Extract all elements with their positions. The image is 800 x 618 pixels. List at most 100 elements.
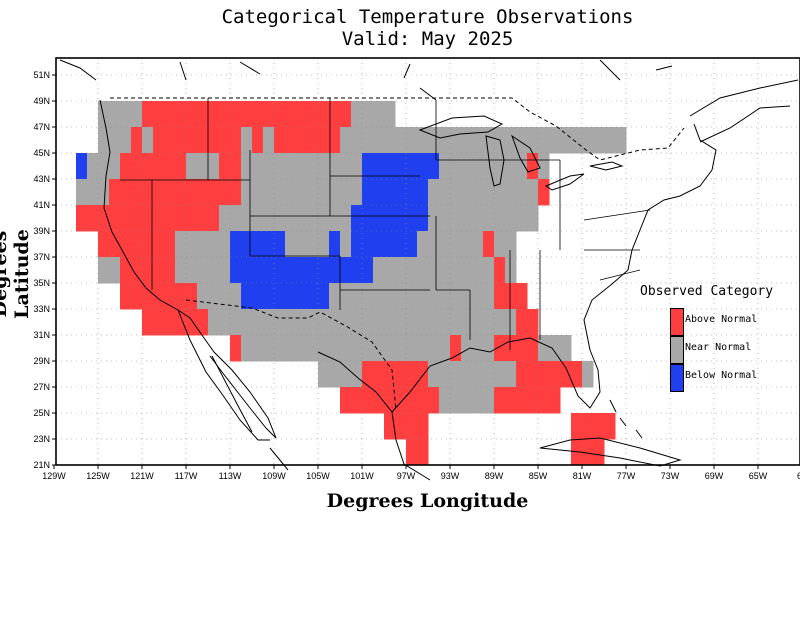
category-cell (351, 257, 363, 284)
category-cell (395, 309, 407, 336)
category-cell (538, 127, 550, 154)
category-cell (241, 309, 253, 336)
category-cell (351, 205, 363, 232)
category-cell (274, 101, 286, 128)
category-cell (131, 205, 143, 232)
category-cell (296, 335, 308, 362)
category-cell (362, 387, 374, 414)
category-cell (230, 205, 242, 232)
category-cell (219, 101, 231, 128)
y-tick-label: 39N (33, 226, 50, 236)
category-cell (175, 231, 187, 258)
category-cell (395, 361, 407, 388)
category-cell (153, 231, 165, 258)
chart-title: Categorical Temperature Observations (221, 6, 634, 28)
baja-outline (177, 309, 270, 441)
category-cell (417, 413, 429, 440)
category-cell (373, 231, 385, 258)
category-cell (439, 231, 451, 258)
category-cell (120, 101, 132, 128)
category-cell (527, 309, 539, 336)
category-cell (516, 361, 528, 388)
category-cell (98, 101, 110, 128)
category-cell (186, 231, 198, 258)
category-cell (208, 257, 220, 284)
y-tick-label: 43N (33, 174, 50, 184)
category-cell (263, 179, 275, 206)
category-cell (252, 127, 264, 154)
category-cell (208, 231, 220, 258)
category-cell (296, 153, 308, 180)
lake-huron (511, 134, 541, 173)
y-tick-label: 35N (33, 278, 50, 288)
y-tick-label: 21N (33, 460, 50, 470)
category-cell (98, 127, 110, 154)
category-cell (373, 127, 385, 154)
category-cell (472, 205, 484, 232)
category-cell (274, 231, 286, 258)
category-cell (340, 205, 352, 232)
category-cell (120, 283, 132, 310)
category-cell (384, 309, 396, 336)
category-cell (549, 335, 561, 362)
category-cell (219, 283, 231, 310)
category-cell (296, 257, 308, 284)
pacific-coastline (99, 99, 277, 439)
category-cell (285, 205, 297, 232)
category-cell (483, 205, 495, 232)
category-cell (384, 153, 396, 180)
category-cell (604, 413, 616, 440)
category-cell (516, 309, 528, 336)
category-cell (175, 205, 187, 232)
category-cell (164, 231, 176, 258)
category-cell (131, 127, 143, 154)
category-cell (131, 283, 143, 310)
category-cell (593, 439, 605, 466)
category-cell (252, 257, 264, 284)
category-cell (109, 231, 121, 258)
category-cell (285, 309, 297, 336)
category-cell (296, 101, 308, 128)
category-cell (538, 361, 550, 388)
category-cell (483, 335, 495, 362)
category-cell (417, 127, 429, 154)
category-cell (120, 231, 132, 258)
category-cell (373, 179, 385, 206)
x-tick-label: 81W (573, 471, 592, 481)
category-cell (351, 309, 363, 336)
category-cell (417, 257, 429, 284)
category-cell (296, 309, 308, 336)
category-cell (406, 413, 418, 440)
category-cell (472, 153, 484, 180)
category-cell (142, 283, 154, 310)
y-tick-label: 51N (33, 70, 50, 80)
category-cell (461, 153, 473, 180)
category-cell (208, 309, 220, 336)
category-cell (615, 127, 627, 154)
category-cell (164, 257, 176, 284)
category-cell (384, 361, 396, 388)
category-cell (472, 257, 484, 284)
x-axis-label: Degrees Longitude (326, 490, 529, 512)
category-cell (439, 283, 451, 310)
category-cell (197, 179, 209, 206)
category-cell (395, 335, 407, 362)
x-tick-label: 85W (529, 471, 548, 481)
category-cell (417, 179, 429, 206)
category-cell (274, 179, 286, 206)
category-cell (395, 413, 407, 440)
x-tick-label: 113W (219, 471, 242, 481)
category-cell (461, 361, 473, 388)
category-cell (307, 101, 319, 128)
category-cell (329, 257, 341, 284)
category-cell (318, 101, 330, 128)
category-cell (472, 179, 484, 206)
category-cell (263, 257, 275, 284)
category-cell (186, 283, 198, 310)
category-cell (274, 283, 286, 310)
category-cell (219, 179, 231, 206)
category-cell (549, 127, 561, 154)
x-tick-label: 97W (397, 471, 416, 481)
category-cell (428, 387, 440, 414)
category-cell (186, 153, 198, 180)
